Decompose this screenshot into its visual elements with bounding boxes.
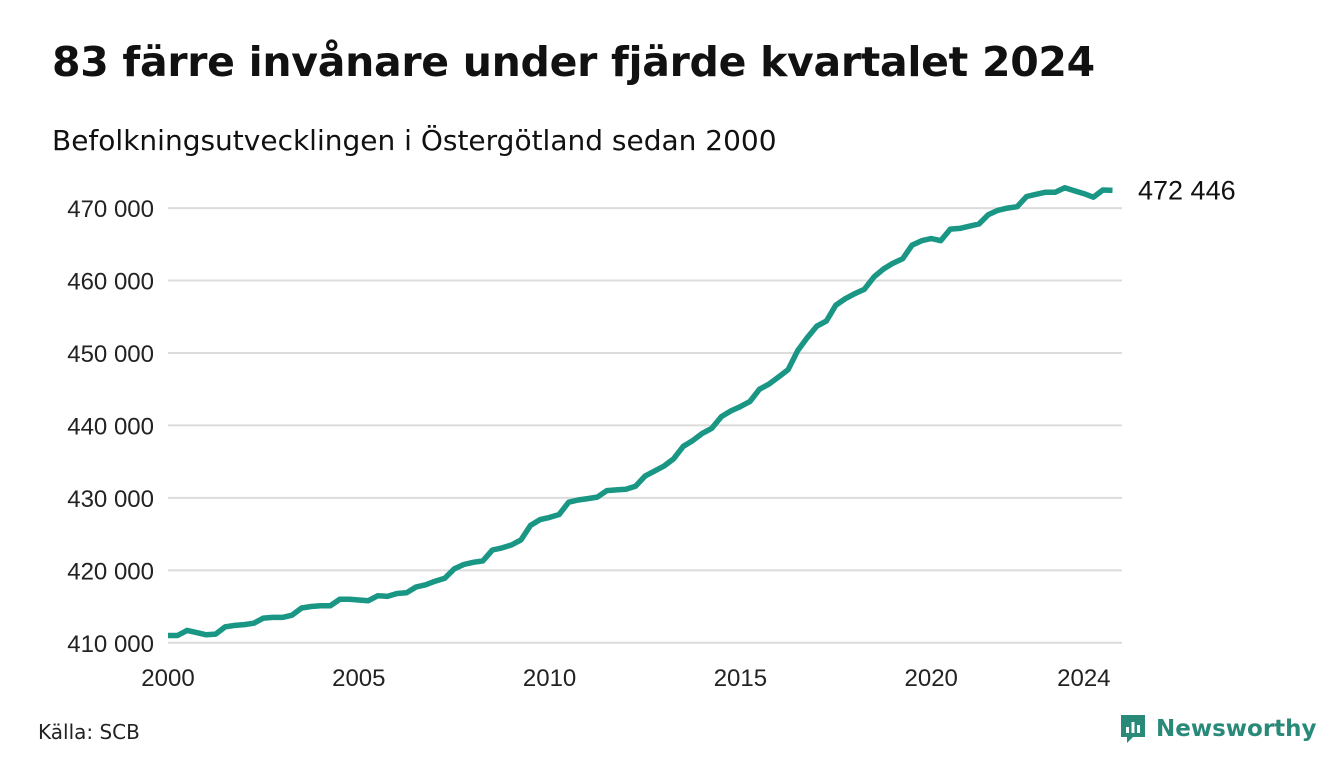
- y-tick-label: 440 000: [67, 413, 154, 440]
- x-tick-label: 2024: [1057, 665, 1110, 692]
- source-note: Källa: SCB: [38, 720, 140, 744]
- chart-title: 83 färre invånare under fjärde kvartalet…: [52, 38, 1095, 86]
- gridlines: [168, 207, 1122, 644]
- chart-subtitle: Befolkningsutvecklingen i Östergötland s…: [52, 124, 777, 157]
- x-tick-label: 2015: [714, 665, 767, 692]
- x-tick-label: 2000: [141, 665, 194, 692]
- x-tick-label: 2010: [523, 665, 576, 692]
- x-tick-label: 2005: [332, 665, 385, 692]
- brand-name: Newsworthy: [1156, 716, 1317, 742]
- brand-logo: Newsworthy: [1118, 712, 1317, 746]
- last-value-label: 472 446: [1138, 175, 1236, 205]
- population-series-line: [168, 185, 1113, 639]
- newsworthy-logo-icon: [1121, 715, 1145, 743]
- y-tick-label: 430 000: [67, 486, 154, 513]
- y-tick-label: 410 000: [67, 631, 154, 658]
- y-tick-label: 460 000: [67, 269, 154, 296]
- x-tick-label: 2020: [905, 665, 958, 692]
- x-axis-tick-labels: 2000 2005 2010 2015 2020 2024: [141, 665, 1110, 692]
- y-tick-label: 420 000: [67, 558, 154, 585]
- y-tick-label: 450 000: [67, 341, 154, 368]
- y-tick-label: 470 000: [67, 196, 154, 223]
- y-axis-tick-labels: 410 000 420 000 430 000 440 000 450 000 460 0…: [67, 196, 154, 658]
